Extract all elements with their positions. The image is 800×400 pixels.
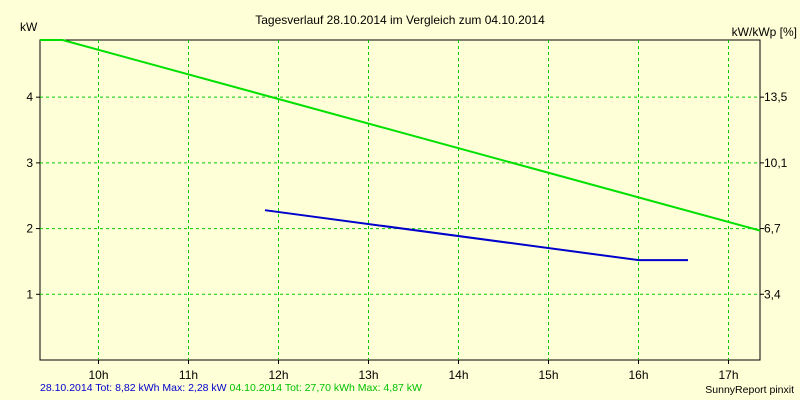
tick-labels: 10h 11h 12h 13h 14h 15h 16h 17h 1 2 3 4 3,4 6,7 10,1 13… <box>26 90 787 382</box>
x-tick-label: 11h <box>179 368 198 382</box>
y-tick-label-right: 6,7 <box>764 222 781 236</box>
series-line-1 <box>264 209 688 262</box>
plot-area <box>39 39 761 361</box>
y-axis-right-label: kW/kWp [%] <box>732 25 797 39</box>
y-tick-label-left: 2 <box>26 222 33 236</box>
legend: 28.10.2014 Tot: 8,82 kWh Max: 2,28 kW 04… <box>40 382 422 394</box>
legend-series-04-10-date: 04.10.2014 <box>229 382 283 394</box>
x-tick-label: 17h <box>718 368 738 382</box>
chart-title: Tagesverlauf 28.10.2014 im Vergleich zum… <box>255 13 545 27</box>
y-tick-label-left: 3 <box>26 156 33 170</box>
series-line-2 <box>40 39 761 232</box>
x-tick-label: 15h <box>538 368 558 382</box>
data-series <box>40 39 761 262</box>
y-tick-label-right: 13,5 <box>764 90 788 104</box>
x-tick-label: 14h <box>448 368 468 382</box>
legend-series-28-10-stats: Tot: 8,82 kWh Max: 2,28 kW <box>95 382 227 394</box>
y-tick-label-left: 1 <box>26 287 33 301</box>
legend-series-28-10-date: 28.10.2014 <box>40 382 93 394</box>
legend-series-04-10-stats: Tot: 27,70 kWh Max: 4,87 kW <box>284 382 422 394</box>
y-axis-left-label: kW <box>20 20 38 34</box>
y-tick-label-right: 10,1 <box>764 156 788 170</box>
x-tick-label: 13h <box>358 368 378 382</box>
x-tick-label: 10h <box>88 368 108 382</box>
y-tick-label-left: 4 <box>26 90 33 104</box>
grid-lines <box>40 40 760 360</box>
x-tick-label: 16h <box>628 368 648 382</box>
x-tick-label: 12h <box>268 368 288 382</box>
credit-text: SunnyReport pinxit <box>705 384 794 396</box>
y-tick-label-right: 3,4 <box>764 287 781 301</box>
